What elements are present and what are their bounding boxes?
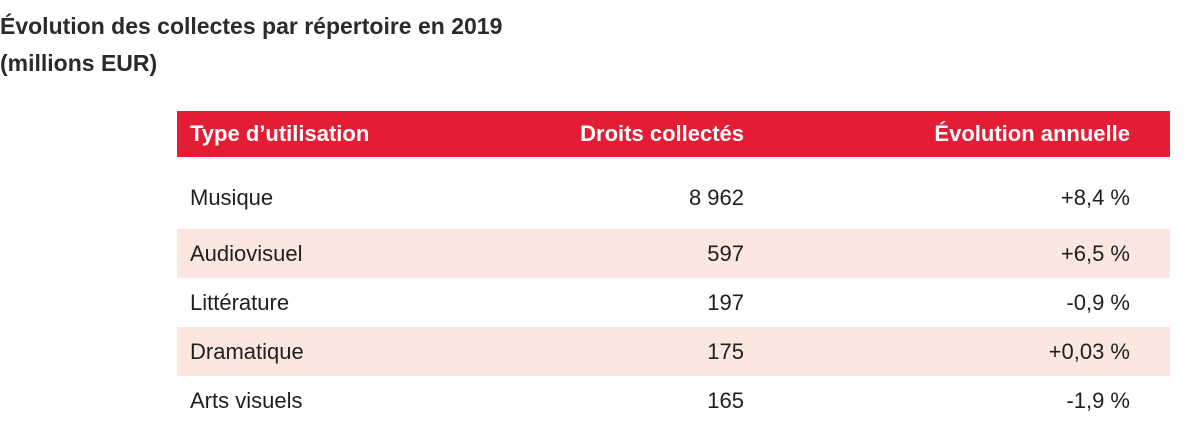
table-row: Arts visuels 165 -1,9 %	[177, 376, 1170, 425]
column-header-evolution: Évolution annuelle	[934, 121, 1130, 146]
cell-evolution: +0,03 %	[1048, 338, 1130, 364]
column-header-type: Type d’utilisation	[190, 121, 370, 146]
cell-droits: 175	[707, 338, 744, 364]
table-row: Audiovisuel 597 +6,5 %	[177, 229, 1170, 278]
page-title: Évolution des collectes par répertoire e…	[0, 8, 502, 82]
table-row: Dramatique 175 +0,03 %	[177, 327, 1170, 376]
table-header-row: Type d’utilisation Droits collectés Évol…	[177, 111, 1170, 157]
cell-droits: 597	[707, 240, 744, 266]
table-body: Musique 8 962 +8,4 % Audiovisuel 597 +6,…	[177, 157, 1170, 425]
collections-table-container: Type d’utilisation Droits collectés Évol…	[177, 111, 1170, 425]
column-header-droits: Droits collectés	[580, 121, 744, 146]
cell-type: Arts visuels	[190, 387, 303, 413]
cell-droits: 197	[707, 289, 744, 315]
cell-droits: 165	[707, 387, 744, 413]
cell-evolution: -1,9 %	[1066, 387, 1130, 413]
cell-type: Littérature	[190, 289, 290, 315]
table-row: Littérature 197 -0,9 %	[177, 278, 1170, 327]
collections-table: Type d’utilisation Droits collectés Évol…	[177, 111, 1170, 425]
cell-evolution: -0,9 %	[1066, 289, 1130, 315]
cell-droits: 8 962	[688, 185, 744, 210]
cell-evolution: +6,5 %	[1060, 240, 1130, 266]
cell-type: Audiovisuel	[190, 240, 303, 266]
title-line-1: Évolution des collectes par répertoire e…	[0, 13, 503, 39]
cell-type: Musique	[190, 185, 274, 210]
title-line-2: (millions EUR)	[0, 50, 158, 76]
table-row: Musique 8 962 +8,4 %	[177, 157, 1170, 229]
cell-evolution: +8,4 %	[1060, 185, 1130, 210]
table-header: Type d’utilisation Droits collectés Évol…	[177, 111, 1170, 157]
cell-type: Dramatique	[190, 338, 304, 364]
